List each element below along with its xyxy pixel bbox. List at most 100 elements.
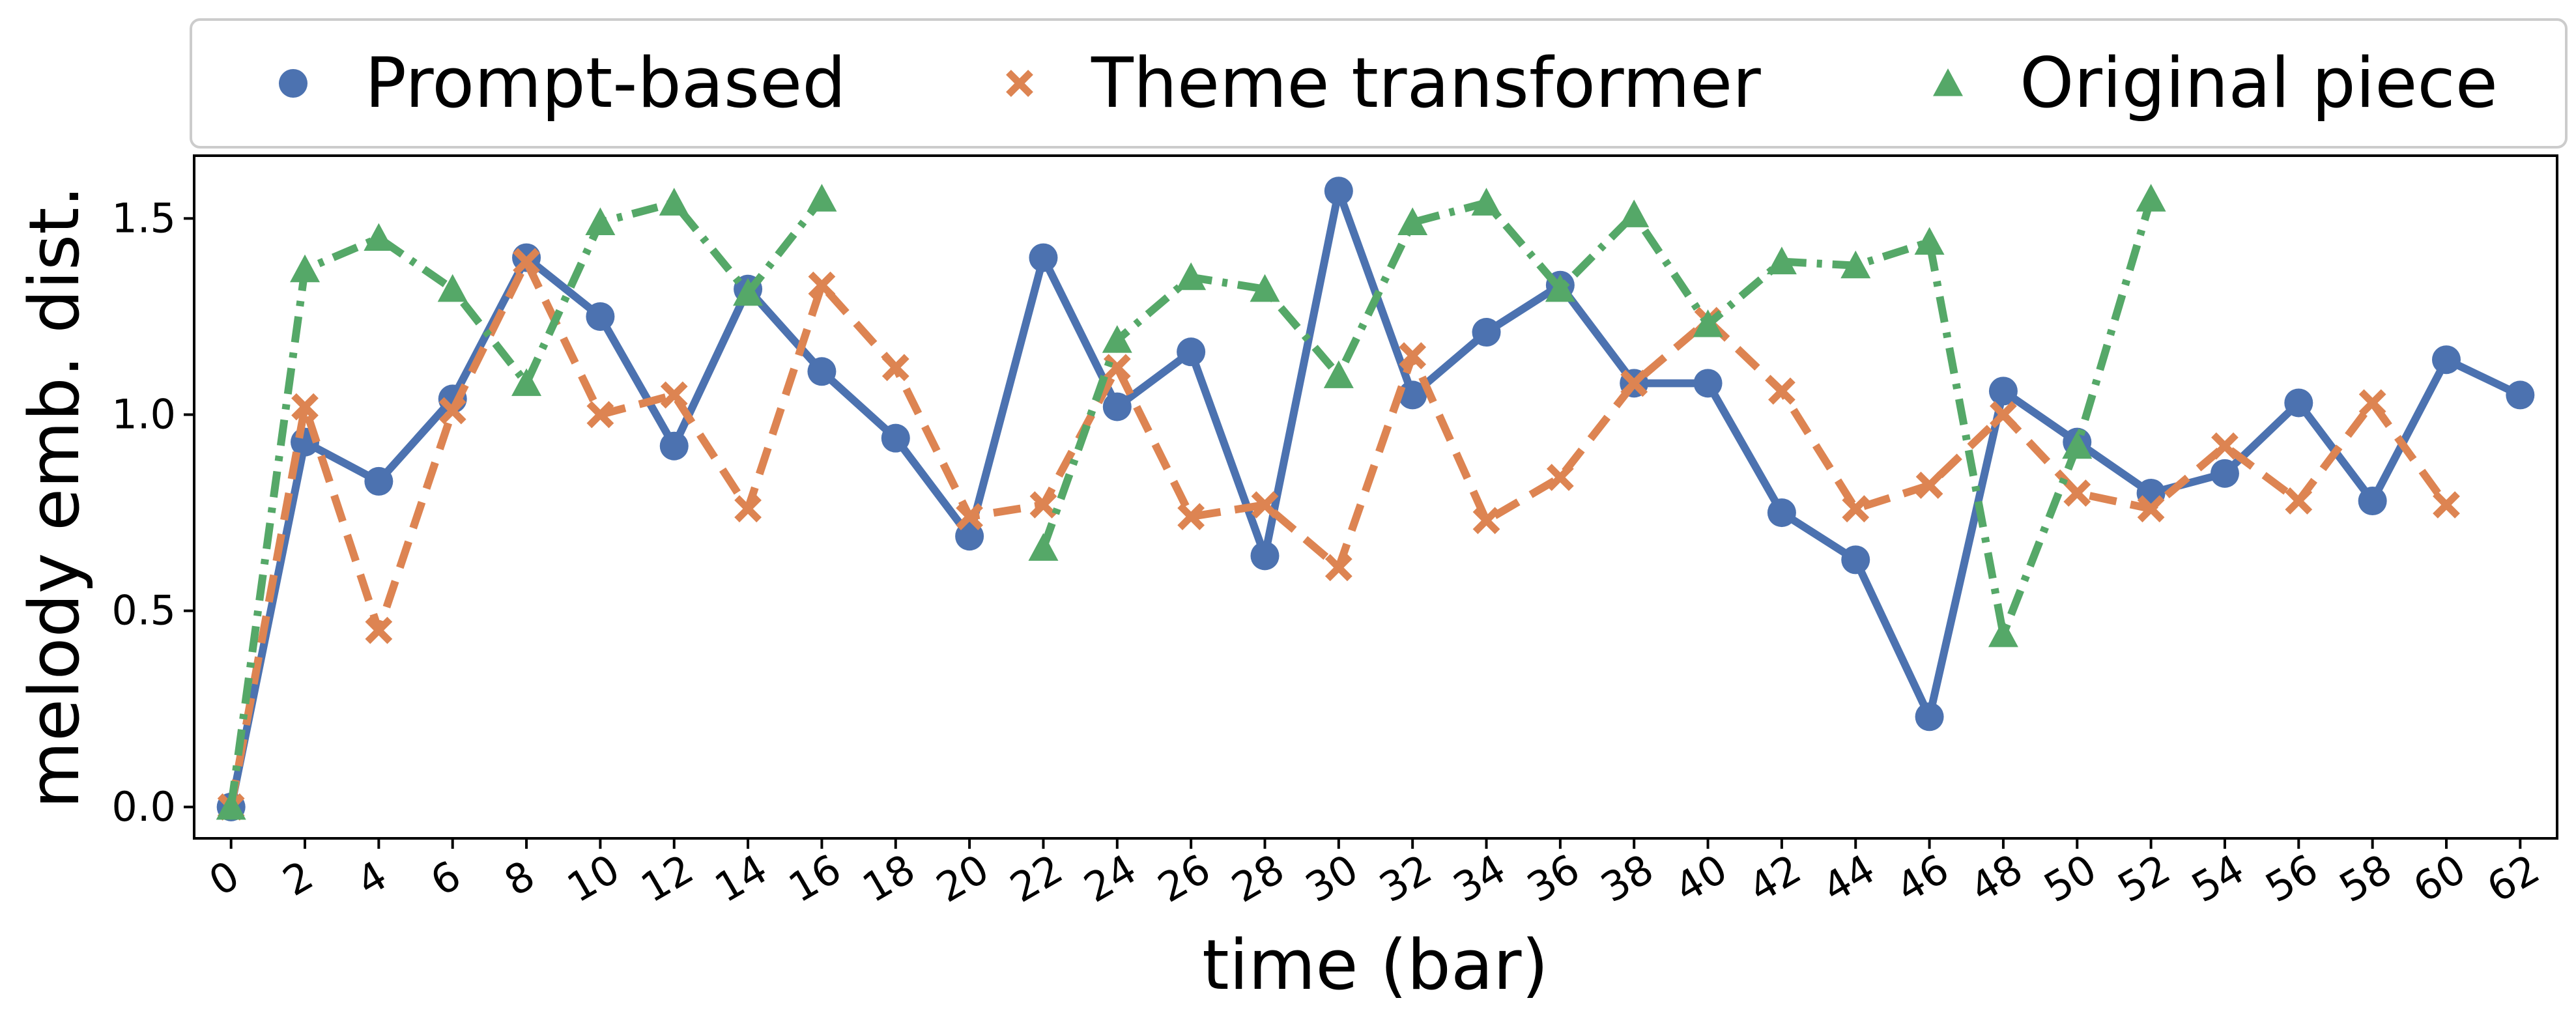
data-point (364, 223, 394, 251)
x-tick-label: 16 (780, 845, 849, 912)
x-tick-label: 6 (423, 851, 469, 905)
x-tick-label: 46 (1888, 845, 1956, 912)
series-original-piece (216, 184, 2166, 820)
y-tick-label: 0.0 (111, 783, 176, 831)
data-point (1767, 498, 1796, 528)
data-point (881, 423, 910, 453)
data-point (1840, 250, 1871, 279)
data-point (1768, 377, 1796, 405)
legend-label: Theme transformer (1091, 43, 1761, 123)
data-point (365, 616, 393, 644)
data-point (2210, 459, 2239, 488)
data-point (585, 207, 616, 235)
x-tick-label: 30 (1298, 845, 1366, 912)
data-point (733, 277, 764, 306)
x-tick-label: 10 (559, 845, 627, 912)
data-point (2211, 432, 2239, 460)
data-point (2431, 345, 2461, 375)
data-point (1472, 318, 1501, 347)
x-tick-label: 44 (1814, 845, 1883, 912)
data-point (1915, 472, 1943, 499)
data-point (2062, 431, 2093, 459)
data-point (1399, 342, 1427, 370)
x-tick-label: 40 (1667, 845, 1735, 912)
data-point (1028, 533, 1059, 561)
x-tick-label: 42 (1741, 845, 1809, 912)
legend-marker (1006, 70, 1033, 97)
data-point (1841, 545, 1870, 575)
x-tick-label: 28 (1224, 845, 1292, 912)
data-point (1250, 274, 1280, 302)
data-point (956, 503, 983, 531)
data-point (586, 401, 614, 429)
y-axis-title: melody emb. dist. (14, 186, 94, 809)
data-point (2358, 389, 2386, 417)
data-point (1324, 554, 1352, 582)
x-axis-ticks: 0 2 4 6 8 10 12 14 16 18 20 22 24 26 28 30 32 34 36 38 40 42 4… (201, 838, 2547, 912)
data-point (1620, 369, 1648, 397)
data-point (2433, 491, 2460, 519)
data-point (2358, 487, 2387, 516)
x-tick-label: 18 (855, 845, 923, 912)
x-tick-label: 50 (2036, 845, 2104, 912)
y-tick-label: 1.0 (111, 391, 176, 438)
data-point (660, 381, 688, 409)
x-tick-label: 4 (349, 851, 395, 905)
data-point (511, 368, 542, 396)
data-point (1619, 199, 1650, 227)
x-tick-label: 20 (928, 845, 997, 912)
data-point (586, 302, 615, 331)
y-axis-ticks: 0.0 0.5 1.0 1.5 (111, 194, 194, 831)
data-point (1914, 227, 1945, 255)
x-tick-label: 0 (201, 851, 248, 905)
data-point (1029, 243, 1058, 272)
data-point (1693, 369, 1723, 398)
data-point (2137, 495, 2165, 522)
data-point (807, 357, 837, 386)
x-tick-label: 14 (707, 845, 775, 912)
data-point (955, 522, 984, 551)
data-point (1842, 495, 1870, 522)
data-point (364, 466, 394, 496)
data-point (1102, 392, 1132, 421)
legend-marker (279, 69, 308, 98)
x-tick-label: 58 (2331, 845, 2399, 912)
x-tick-label: 26 (1150, 845, 1218, 912)
data-point (1546, 463, 1574, 491)
data-point (437, 274, 468, 302)
x-tick-label: 8 (496, 851, 543, 905)
data-point (2284, 388, 2313, 418)
data-point (1915, 702, 1944, 732)
data-point (1545, 274, 1575, 302)
data-point (1693, 309, 1723, 337)
legend-label: Prompt-based (365, 43, 846, 123)
data-point (1397, 207, 1428, 235)
data-point (734, 495, 762, 522)
data-point (290, 254, 321, 283)
x-tick-label: 32 (1371, 845, 1440, 912)
plot-area (193, 154, 2558, 840)
x-tick-label: 62 (2479, 845, 2547, 912)
data-point (2136, 184, 2166, 212)
x-tick-label: 52 (2110, 845, 2178, 912)
data-point (1324, 177, 1353, 206)
legend-frame (190, 18, 2568, 149)
data-point (659, 431, 689, 461)
y-tick-label: 1.5 (111, 194, 176, 242)
x-tick-label: 22 (1002, 845, 1070, 912)
data-point (438, 397, 466, 425)
data-point (1177, 503, 1205, 531)
legend-marker (1933, 68, 1963, 96)
data-point (1988, 619, 2018, 647)
data-point (2506, 380, 2535, 410)
data-point (659, 188, 689, 216)
legend: Prompt-based Theme transformer Original pi… (190, 18, 2568, 149)
data-point (1323, 360, 1354, 388)
x-axis-title: time (bar) (1202, 925, 1549, 1005)
series-line (1039, 197, 2155, 638)
x-tick-label: 36 (1519, 845, 1588, 912)
x-tick-label: 48 (1962, 845, 2031, 912)
x-tick-label: 60 (2405, 845, 2474, 912)
x-tick-label: 56 (2257, 845, 2326, 912)
